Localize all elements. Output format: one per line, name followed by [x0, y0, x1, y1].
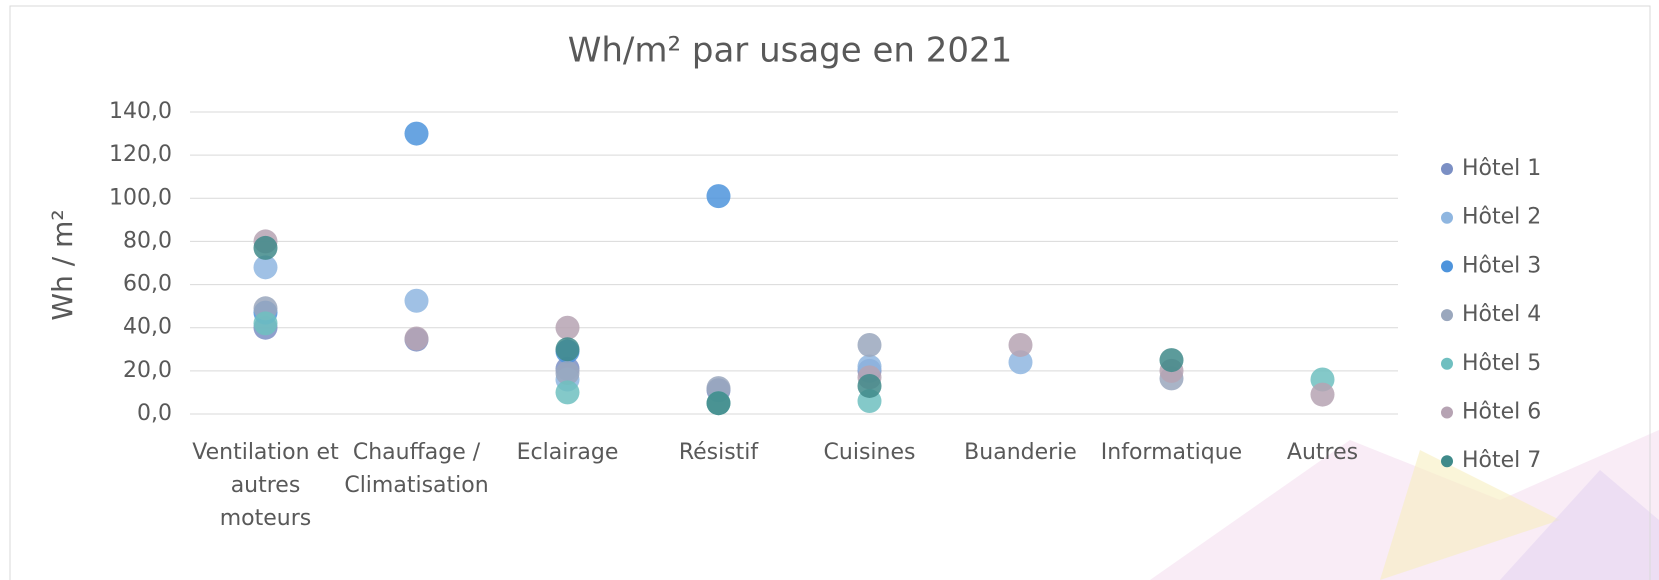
y-tick-label: 80,0 — [123, 228, 172, 253]
y-tick-label: 140,0 — [109, 99, 172, 124]
legend-label: Hôtel 7 — [1462, 448, 1541, 473]
y-tick-label: 60,0 — [123, 272, 172, 297]
dot — [706, 391, 731, 416]
legend-label: Hôtel 4 — [1462, 302, 1541, 327]
dot — [555, 361, 580, 386]
x-tick-label: Chauffage / Climatisation — [344, 440, 489, 498]
dot — [555, 380, 580, 405]
dot — [404, 288, 429, 313]
y-tick-label: 0,0 — [137, 401, 172, 426]
legend-label: Hôtel 1 — [1462, 156, 1541, 181]
dot — [555, 337, 580, 362]
x-tick-label: Informatique — [1100, 440, 1243, 465]
legend-label: Hôtel 3 — [1462, 253, 1541, 278]
legend-swatch — [1441, 211, 1453, 224]
dot — [404, 326, 429, 351]
x-tick-label: Buanderie — [964, 440, 1077, 465]
y-tick-label: 40,0 — [123, 315, 172, 340]
chart-border — [9, 5, 1651, 580]
legend-label: Hôtel 6 — [1462, 400, 1541, 425]
dot — [253, 255, 278, 280]
legend-swatch — [1441, 309, 1453, 322]
x-tick-label: Cuisines — [823, 440, 916, 465]
legend-swatch — [1441, 163, 1453, 175]
dot — [404, 121, 429, 146]
dot — [1159, 348, 1184, 373]
x-tick-label: Résistif — [678, 440, 759, 465]
y-tick-label: 100,0 — [109, 185, 172, 210]
x-tick-label: Eclairage — [516, 440, 619, 465]
x-tick-label: Ventilation et autres moteurs — [192, 440, 339, 531]
y-axis-label: Wh / m² — [46, 209, 79, 320]
legend-swatch — [1441, 357, 1453, 370]
dot — [555, 315, 580, 340]
decoration — [1500, 470, 1659, 580]
dot — [706, 184, 731, 209]
decoration — [1380, 450, 1560, 580]
legend-label: Hôtel 5 — [1462, 351, 1541, 376]
legend-label: Hôtel 2 — [1462, 205, 1541, 230]
dot — [857, 373, 882, 398]
legend-swatch — [1441, 455, 1453, 468]
x-tick-label: Autres — [1286, 440, 1359, 465]
dot — [1008, 350, 1033, 375]
dot — [1310, 382, 1335, 407]
dot — [1008, 332, 1033, 357]
legend-swatch — [1441, 260, 1453, 273]
y-tick-label: 120,0 — [109, 142, 172, 167]
dot — [253, 235, 278, 260]
dot — [857, 332, 882, 357]
chart-title: Wh/m² par usage en 2021 — [568, 31, 1013, 71]
dot — [253, 311, 278, 336]
legend-swatch — [1441, 406, 1453, 419]
y-tick-label: 20,0 — [123, 358, 172, 383]
